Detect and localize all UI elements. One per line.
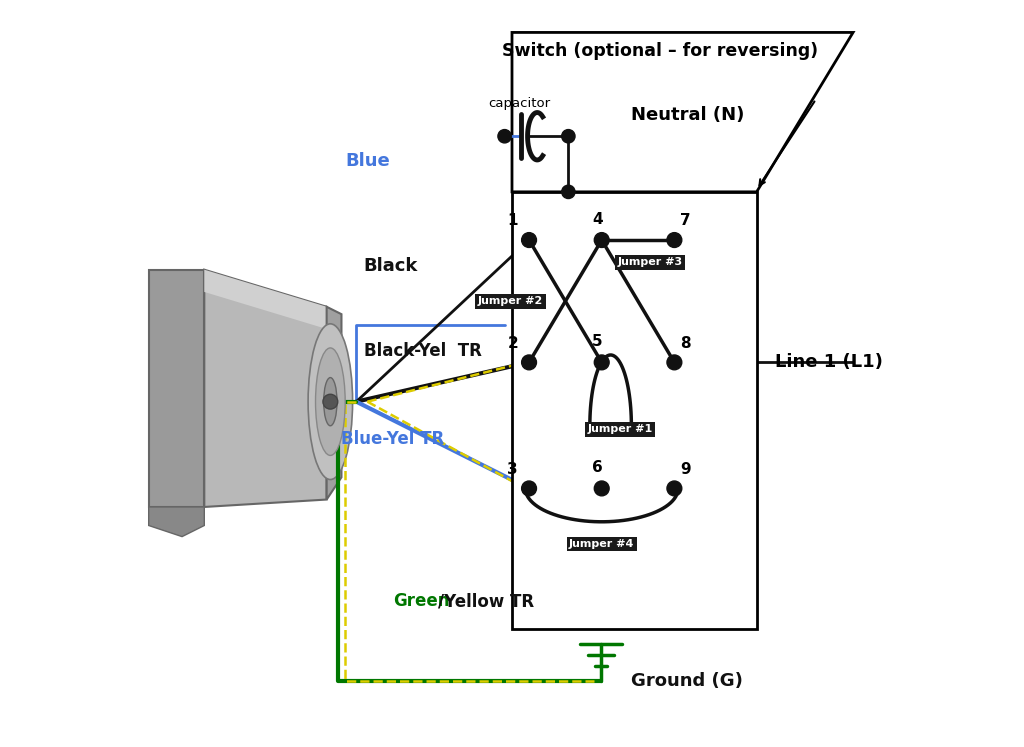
Ellipse shape [315,348,345,456]
Circle shape [521,355,537,370]
Circle shape [667,481,682,496]
Ellipse shape [324,377,337,426]
Text: Line 1 (L1): Line 1 (L1) [775,353,883,371]
Polygon shape [512,32,853,192]
Polygon shape [205,270,327,329]
Circle shape [667,232,682,247]
Polygon shape [148,270,205,507]
Text: Jumper #2: Jumper #2 [478,297,543,306]
Text: 9: 9 [680,462,691,477]
Text: /Yellow TR: /Yellow TR [438,592,534,610]
Text: Green: Green [393,592,450,610]
Polygon shape [327,307,341,500]
Text: Ground (G): Ground (G) [631,672,742,690]
Text: Jumper #1: Jumper #1 [588,424,653,434]
Text: 4: 4 [592,211,602,226]
Text: Neutral (N): Neutral (N) [631,107,744,125]
Text: Blue-Yel TR: Blue-Yel TR [341,430,444,447]
Polygon shape [148,507,205,536]
Text: Jumper #3: Jumper #3 [617,257,683,267]
Text: Black-Yel  TR: Black-Yel TR [364,342,481,360]
Text: capacitor: capacitor [488,97,551,111]
Text: 2: 2 [507,335,518,350]
Circle shape [323,394,338,409]
Text: Switch (optional – for reversing): Switch (optional – for reversing) [502,42,818,60]
Text: 5: 5 [592,334,602,349]
Circle shape [667,355,682,370]
Circle shape [521,481,537,496]
Circle shape [521,232,537,247]
Text: 3: 3 [508,462,518,477]
FancyBboxPatch shape [512,192,757,629]
Text: Black: Black [364,257,418,275]
Circle shape [594,481,609,496]
Circle shape [498,129,511,143]
Ellipse shape [308,323,352,480]
Circle shape [562,129,575,143]
Circle shape [562,185,575,199]
Circle shape [594,232,609,247]
Text: Blue: Blue [345,152,390,170]
Text: Jumper #4: Jumper #4 [569,539,635,549]
Text: 8: 8 [680,335,691,350]
Text: 1: 1 [508,213,518,228]
Text: 7: 7 [680,213,691,228]
Circle shape [594,355,609,370]
Text: 6: 6 [592,460,603,475]
Polygon shape [205,270,327,507]
